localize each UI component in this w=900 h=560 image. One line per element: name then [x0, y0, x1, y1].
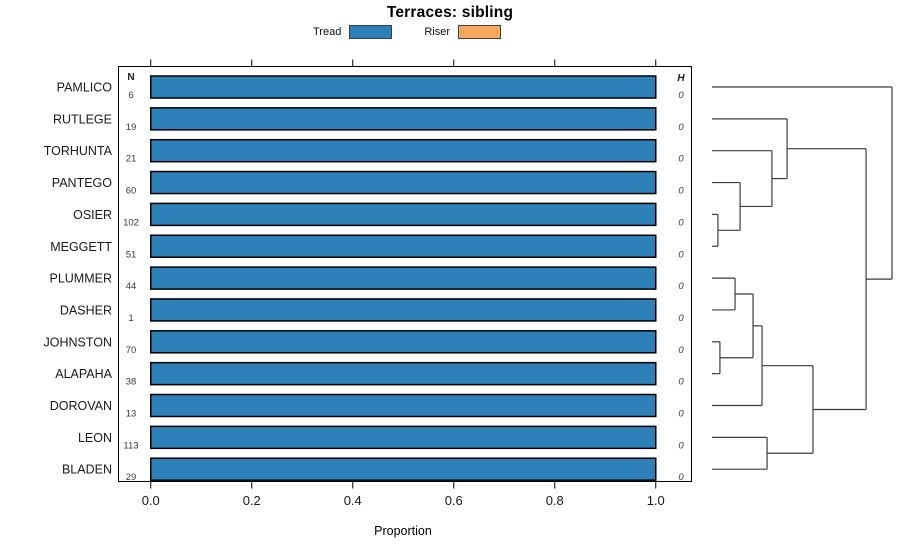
x-tick-label: 0.0 — [142, 493, 160, 508]
n-value: 60 — [126, 186, 137, 197]
bar-segment-tread — [150, 138, 657, 163]
x-tick-label: 1.0 — [647, 493, 665, 508]
category-label: ALAPAHA — [55, 367, 112, 381]
n-value: 113 — [123, 440, 138, 451]
bar-segment-tread — [150, 107, 657, 131]
h-value: 0 — [678, 377, 684, 388]
category-label: OSIER — [73, 208, 112, 222]
h-value: 0 — [678, 154, 684, 165]
n-value: 38 — [126, 377, 137, 388]
chart-legend: Tread Riser — [313, 24, 501, 40]
category-label: DASHER — [60, 303, 112, 317]
n-value: 29 — [126, 472, 137, 483]
bar-segment-tread — [150, 330, 657, 354]
bar-segment-tread — [150, 202, 657, 227]
x-axis-label: Proportion — [374, 524, 432, 538]
x-tick-label: 0.6 — [445, 493, 463, 508]
panel-border — [118, 66, 692, 482]
x-tick-label: 0.2 — [243, 493, 261, 508]
bar-segment-tread — [150, 298, 657, 322]
bar-segment-tread — [150, 170, 657, 195]
legend-label-tread: Tread — [313, 26, 342, 38]
n-value: 51 — [126, 249, 137, 260]
h-value: 0 — [678, 345, 684, 356]
category-label: PANTEGO — [52, 176, 112, 190]
h-value: 0 — [678, 186, 684, 197]
h-value: 0 — [678, 440, 684, 451]
h-value: 0 — [678, 472, 684, 483]
chart-title: Terraces: sibling — [386, 4, 514, 21]
category-label: TORHUNTA — [44, 144, 113, 158]
n-value: 19 — [126, 122, 137, 133]
n-column-header: N — [127, 72, 135, 83]
x-tick-label: 0.8 — [546, 493, 564, 508]
bar-segment-tread — [150, 75, 657, 99]
category-label: BLADEN — [62, 463, 112, 477]
h-column-header: H — [677, 73, 685, 84]
h-value: 0 — [678, 90, 684, 101]
h-value: 0 — [678, 217, 684, 228]
h-value: 0 — [678, 281, 684, 292]
category-label: LEON — [78, 431, 112, 445]
h-value: 0 — [678, 249, 684, 260]
n-value: 70 — [126, 345, 137, 356]
category-label: DOROVAN — [50, 399, 112, 413]
bar-segment-tread — [150, 425, 657, 450]
n-value: 6 — [128, 90, 133, 101]
bar-segment-tread — [150, 234, 657, 258]
legend-label-riser: Riser — [424, 26, 450, 38]
bar-segment-tread — [150, 393, 657, 418]
bar-segment-tread — [150, 457, 657, 481]
bar-segment-tread — [150, 266, 657, 290]
bar-segment-tread — [150, 361, 657, 386]
category-label: MEGGETT — [50, 240, 112, 254]
legend-swatch-tread — [349, 25, 393, 39]
n-value: 102 — [123, 217, 139, 228]
h-value: 0 — [678, 409, 684, 420]
n-value: 44 — [126, 281, 137, 292]
category-label: PLUMMER — [49, 272, 112, 286]
legend-swatch-riser — [458, 25, 501, 39]
n-value: 21 — [126, 154, 137, 165]
h-value: 0 — [678, 122, 684, 133]
h-value: 0 — [678, 313, 684, 324]
x-tick-label: 0.4 — [344, 493, 362, 508]
n-value: 13 — [126, 409, 137, 420]
category-label: PAMLICO — [57, 81, 113, 95]
category-label: RUTLEGE — [53, 112, 112, 126]
n-value: 1 — [128, 313, 133, 324]
category-label: JOHNSTON — [43, 335, 112, 349]
